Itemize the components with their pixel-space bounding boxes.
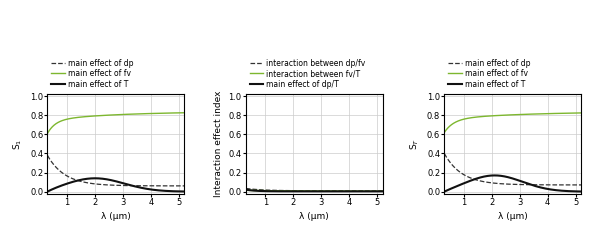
Legend: interaction between dp/fv, interaction between fv/T, main effect of dp/T: interaction between dp/fv, interaction b… (250, 59, 366, 88)
Y-axis label: S$_T$: S$_T$ (409, 138, 421, 150)
X-axis label: λ (μm): λ (μm) (498, 212, 528, 221)
Y-axis label: Interaction effect index: Interaction effect index (214, 91, 223, 197)
Legend: main effect of dp, main effect of fv, main effect of T: main effect of dp, main effect of fv, ma… (51, 59, 133, 88)
Y-axis label: S$_1$: S$_1$ (12, 138, 24, 150)
X-axis label: λ (μm): λ (μm) (299, 212, 329, 221)
X-axis label: λ (μm): λ (μm) (101, 212, 130, 221)
Legend: main effect of dp, main effect of fv, main effect of T: main effect of dp, main effect of fv, ma… (448, 59, 530, 88)
